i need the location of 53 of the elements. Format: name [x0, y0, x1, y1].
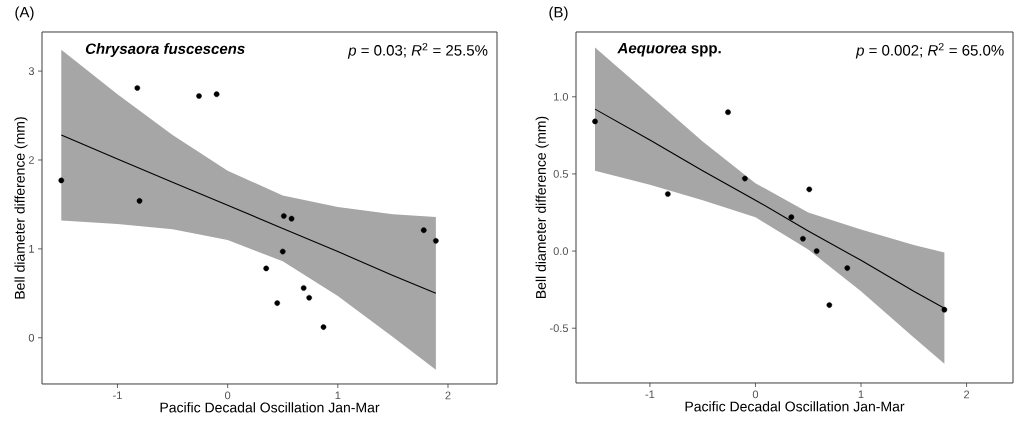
point [196, 93, 202, 99]
chart-title: (A) [15, 6, 34, 21]
line-series [60, 134, 437, 294]
point [136, 198, 143, 204]
point [281, 213, 287, 219]
x-axis-title: Pacific Decadal Oscillation Jan-Mar [685, 401, 905, 412]
annotation: Aequorea spp. [617, 42, 721, 57]
point [288, 215, 295, 222]
x-tick-label: 2 [445, 391, 451, 400]
x-axis-title: Pacific Decadal Oscillation Jan-Mar [160, 402, 380, 413]
point [320, 324, 327, 330]
point [592, 118, 598, 125]
point [941, 306, 948, 313]
x-tick-label: 0 [225, 391, 231, 400]
chart-title: (B) [549, 6, 568, 21]
y-axis-title: Bell diameter difference (mm) [535, 116, 549, 299]
y-tick-label: 0 [28, 333, 35, 342]
point [826, 302, 833, 308]
point [306, 294, 312, 301]
x-tick-label: 1 [858, 390, 864, 399]
y-tick-label: 0.0 [553, 247, 569, 255]
annotation: p = 0.03; R$^{2}$ = 25.5% [347, 43, 488, 59]
point [300, 285, 307, 291]
point [806, 186, 813, 193]
y-tick-label: 1.0 [554, 92, 569, 101]
point [844, 265, 851, 271]
point [263, 265, 269, 272]
point [420, 227, 427, 234]
point [800, 235, 806, 242]
y-tick-label: 1 [29, 245, 34, 253]
point [213, 91, 220, 98]
x-tick-label: 2 [964, 390, 970, 399]
point [279, 248, 286, 255]
annotation: Chrysaora fuscescens [85, 42, 245, 57]
point [134, 85, 141, 91]
y-tick-label: 3 [28, 67, 34, 75]
point [274, 300, 281, 306]
x-tick-label: -1 [645, 390, 655, 399]
annotation: p = 0.002; R$^{2}$ = 65.0% [855, 42, 1004, 59]
point [813, 248, 820, 254]
point [433, 238, 439, 244]
y-tick-label: 0.5 [553, 170, 568, 178]
x-tick-label: 0 [752, 390, 759, 399]
y-tick-label: 2 [28, 156, 34, 164]
y-axis-title: Bell diameter difference (mm) [14, 117, 28, 299]
x-tick-label: 1 [335, 391, 341, 400]
x-tick-label: -1 [113, 391, 122, 400]
point [665, 191, 671, 197]
point [58, 177, 65, 184]
point [788, 214, 795, 220]
y-tick-label: -0.5 [550, 324, 568, 333]
point [725, 109, 731, 116]
point [742, 175, 748, 182]
